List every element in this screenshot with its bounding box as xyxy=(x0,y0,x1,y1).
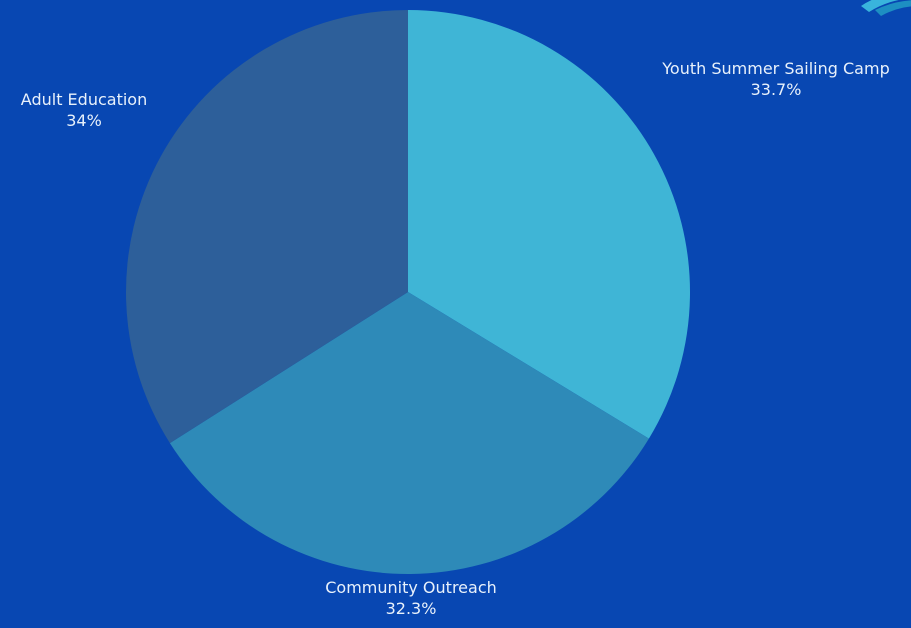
pie-slice-youth-summer-sailing-camp xyxy=(408,10,691,439)
slice-label-adult-education: Adult Education 34% xyxy=(21,89,147,131)
slice-label-adult-name: Adult Education xyxy=(20,90,148,109)
slice-label-adult-value: 34% xyxy=(66,111,102,130)
slice-label-youth-value: 33.7% xyxy=(750,80,802,99)
corner-logo-fragment-icon xyxy=(861,0,911,16)
slice-label-youth-name: Youth Summer Sailing Camp xyxy=(662,59,890,78)
slice-label-community-value: 32.3% xyxy=(385,599,437,618)
slice-label-community-outreach: Community Outreach 32.3% xyxy=(325,577,497,619)
pie-slice-community-outreach xyxy=(169,292,649,575)
slice-label-community-name: Community Outreach xyxy=(325,578,497,597)
pie-slice-adult-education xyxy=(126,10,409,444)
slice-label-youth-summer-sailing-camp: Youth Summer Sailing Camp 33.7% xyxy=(662,58,889,100)
